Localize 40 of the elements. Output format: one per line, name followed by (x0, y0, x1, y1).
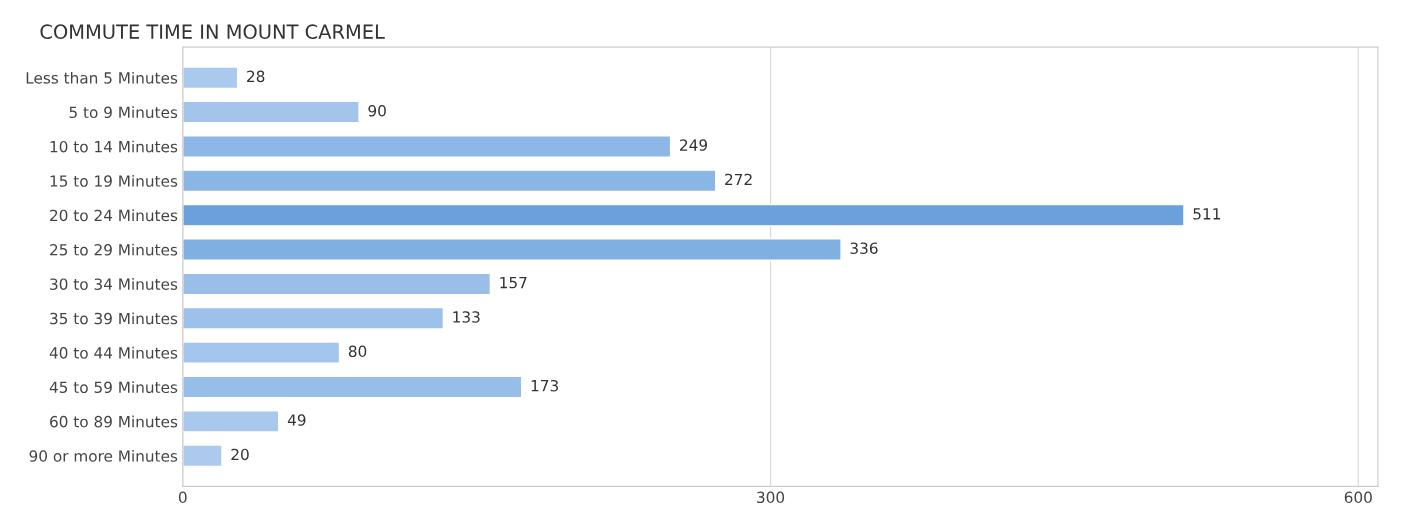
data-label: 249 (680, 139, 708, 151)
y-tick-label: 10 to 14 Minutes (50, 140, 178, 153)
y-tick-label: 45 to 59 Minutes (49, 381, 178, 394)
data-label: 80 (348, 345, 367, 358)
bar (182, 375, 523, 399)
data-label: 173 (531, 379, 558, 392)
y-tick-label: 20 to 24 Minutes (50, 209, 178, 222)
data-label: 90 (368, 104, 386, 117)
x-tick-label: 0 (178, 491, 187, 504)
y-tick-label: 25 to 29 Minutes (50, 243, 178, 256)
bar (182, 66, 239, 90)
y-tick-label: 35 to 39 Minutes (50, 312, 178, 325)
bar (182, 306, 445, 330)
y-tick-label: 40 to 44 Minutes (49, 346, 178, 359)
y-tick-label: 30 to 34 Minutes (50, 278, 178, 290)
data-label: 28 (247, 70, 265, 83)
data-label: 49 (287, 414, 306, 426)
data-label: 511 (1193, 208, 1220, 220)
data-label: 157 (500, 276, 527, 289)
data-label: 336 (850, 242, 878, 254)
bar (182, 341, 341, 365)
x-tick-label: 600 (1344, 491, 1372, 504)
data-label: 272 (725, 173, 752, 186)
bar (182, 100, 360, 124)
bar (182, 272, 492, 296)
data-label: 133 (453, 311, 480, 323)
y-tick-label: Less than 5 Minutes (26, 71, 178, 84)
y-tick-label: 90 or more Minutes (29, 449, 178, 462)
y-tick-label: 5 to 9 Minutes (69, 106, 178, 119)
x-tick-label: 300 (757, 491, 785, 504)
bar (182, 203, 1185, 227)
data-label: 20 (231, 448, 249, 461)
bar (182, 444, 223, 468)
y-tick-label: 60 to 89 Minutes (50, 415, 178, 428)
bar (182, 135, 672, 158)
bar (182, 238, 842, 261)
bar (182, 169, 717, 193)
chart-title: COMMUTE TIME IN MOUNT CARMEL (40, 24, 385, 40)
y-tick-label: 15 to 19 Minutes (50, 175, 178, 187)
bar (182, 410, 280, 433)
